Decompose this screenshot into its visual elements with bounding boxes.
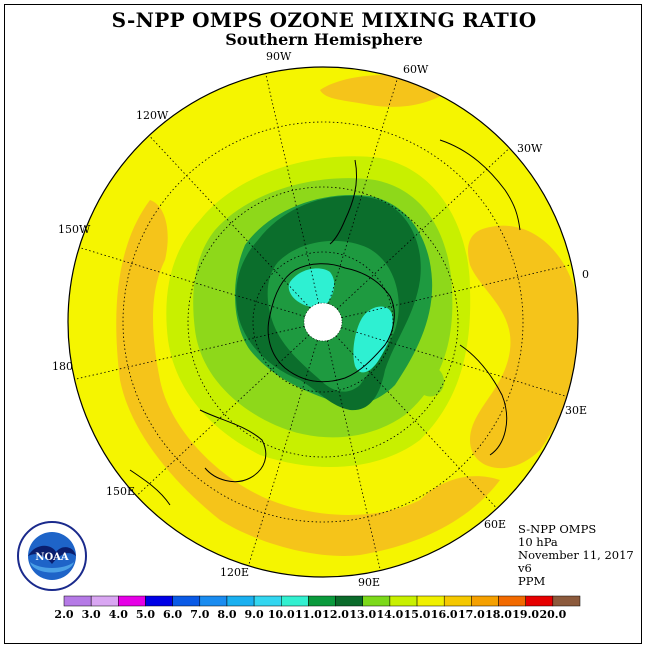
lon-label-60e: 60E <box>484 518 506 531</box>
meridian-line <box>341 327 567 397</box>
colorbar-swatch <box>362 595 391 607</box>
colorbar-swatch <box>525 595 554 607</box>
colorbar-swatch <box>552 595 581 607</box>
colorbar-swatch <box>172 595 201 607</box>
colorbar-swatch <box>498 595 526 607</box>
colorbar-label: 19.0 <box>512 608 539 621</box>
coastlines <box>129 139 521 506</box>
meridian-line <box>336 147 510 310</box>
lon-label-60w: 60W <box>403 63 429 76</box>
meridians <box>74 73 572 571</box>
meridian-line <box>74 325 305 380</box>
pole-mask-edge <box>303 302 343 342</box>
colorbar-label: 6.0 <box>163 608 182 621</box>
colorbar-swatch <box>471 595 499 607</box>
colorbar-label: 7.0 <box>190 608 209 621</box>
colorbar: 2.0 3.0 4.0 5.0 6.0 7.0 8.0 9.0 10.0 11.0 12.0 13.0… <box>54 595 581 621</box>
ozone-contour-orange-west <box>116 200 500 556</box>
colorbar-swatch <box>416 595 445 607</box>
colorbar-swatch <box>281 595 309 607</box>
info-units: PPM <box>518 574 546 588</box>
meridian-line <box>265 73 320 304</box>
latitude-circle-80s <box>252 251 394 393</box>
lon-label-150e: 150E <box>106 485 135 498</box>
colorbar-label: 16.0 <box>431 608 458 621</box>
colorbar-label: 3.0 <box>82 608 101 621</box>
meridian-line <box>326 340 381 571</box>
meridian-line <box>136 334 310 497</box>
map-boundary <box>67 66 579 578</box>
colorbar-label: 10.0 <box>268 608 295 621</box>
colorbar-label: 15.0 <box>404 608 431 621</box>
lon-label-120w: 120W <box>136 109 169 122</box>
colorbar-swatch <box>308 595 336 607</box>
noaa-logo: NOAA <box>16 520 88 592</box>
colorbar-swatch <box>226 595 255 607</box>
lon-label-180: 180 <box>52 360 73 373</box>
info-instrument: S-NPP OMPS <box>518 522 597 536</box>
ozone-contour-cyan-west <box>288 268 335 308</box>
colorbar-swatch <box>145 595 173 607</box>
colorbar-swatch <box>118 595 146 607</box>
colorbar-label: 2.0 <box>54 608 73 621</box>
lon-label-30e: 30E <box>565 404 587 417</box>
colorbar-label: 12.0 <box>322 608 349 621</box>
info-level: 10 hPa <box>518 535 558 549</box>
lon-label-0: 0 <box>582 268 589 281</box>
colorbar-label: 13.0 <box>349 608 376 621</box>
meridian-line <box>148 135 311 309</box>
lon-label-90w: 90W <box>266 50 292 63</box>
lon-label-30w: 30W <box>517 142 543 155</box>
meridian-line <box>335 335 498 509</box>
coast-south-america-east <box>439 139 521 231</box>
lon-label-120e: 120E <box>220 566 249 579</box>
ozone-contour-orange-east <box>468 225 578 468</box>
colorbar-label: 8.0 <box>217 608 236 621</box>
lon-label-90e: 90E <box>358 576 380 589</box>
colorbar-swatch <box>90 595 119 607</box>
coast-new-zealand <box>129 469 171 506</box>
colorbar-swatch <box>443 595 472 607</box>
colorbar-label: 14.0 <box>376 608 403 621</box>
page-title: S-NPP OMPS OZONE MIXING RATIO <box>111 8 537 32</box>
longitude-labels: 90W 60W 30W 0 30E 60E 90E 120E 150E 180 … <box>52 50 589 589</box>
meridian-line <box>248 340 318 566</box>
colorbar-swatch <box>63 595 92 607</box>
colorbar-swatch <box>253 595 282 607</box>
coast-antarctica <box>267 263 395 383</box>
colorbar-swatch <box>389 595 418 607</box>
colorbar-label: 17.0 <box>458 608 485 621</box>
colorbar-label: 9.0 <box>245 608 264 621</box>
meridian-line <box>341 264 572 319</box>
info-panel: S-NPP OMPS 10 hPa November 11, 2017 v6 P… <box>518 523 634 588</box>
colorbar-swatch <box>199 595 228 607</box>
coast-africa <box>459 344 508 456</box>
ozone-contour-green-patch <box>416 366 445 397</box>
pole-mask <box>304 303 342 341</box>
colorbar-label: 4.0 <box>109 608 128 621</box>
info-date: November 11, 2017 <box>518 548 634 562</box>
meridian-line <box>328 78 398 304</box>
lon-label-150w: 150W <box>58 223 91 236</box>
meridian-line <box>79 247 305 317</box>
latitude-circle-40s <box>122 121 524 523</box>
coast-australia <box>199 409 267 483</box>
figure-frame <box>4 4 642 644</box>
info-version: v6 <box>518 561 532 575</box>
ozone-contour-cyan-east <box>353 306 393 373</box>
colorbar-label: 18.0 <box>485 608 512 621</box>
svg-text:NOAA: NOAA <box>35 552 69 563</box>
page-subtitle: Southern Hemisphere <box>225 30 423 49</box>
latitude-circle-60s <box>187 186 459 458</box>
graticule <box>74 73 572 571</box>
colorbar-swatch <box>335 595 363 607</box>
colorbar-label: 11.0 <box>295 608 322 621</box>
colorbar-label: 20.0 <box>539 608 566 621</box>
colorbar-label: 5.0 <box>136 608 155 621</box>
coast-south-america <box>329 159 358 245</box>
